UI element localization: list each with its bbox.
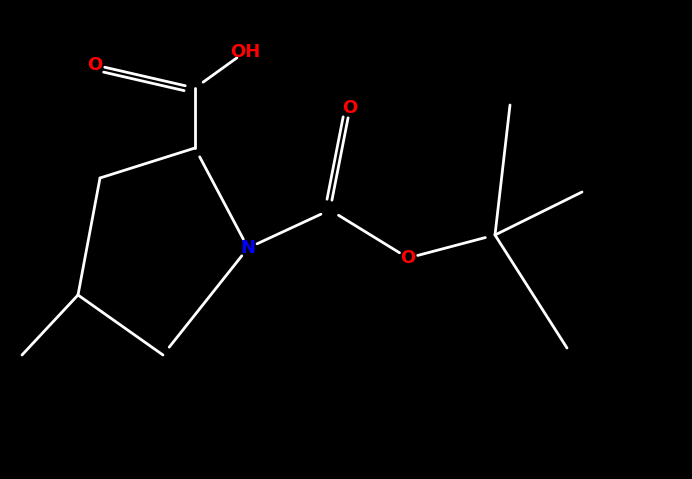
Text: N: N [241,239,255,257]
Text: OH: OH [230,43,260,61]
Text: O: O [343,99,358,117]
Text: O: O [401,249,416,267]
Text: O: O [87,56,102,74]
